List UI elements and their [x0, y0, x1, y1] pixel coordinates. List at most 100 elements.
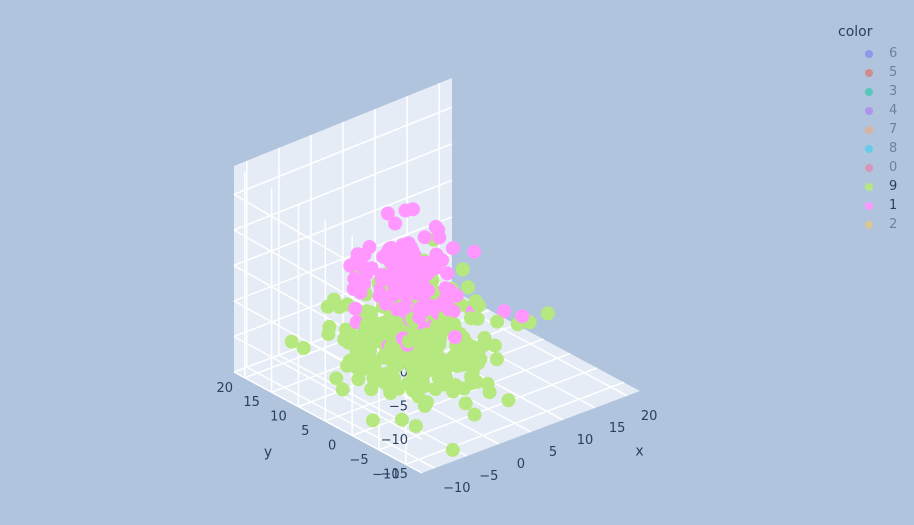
marker-series-9[interactable] — [383, 386, 398, 400]
marker-series-9[interactable] — [322, 319, 337, 334]
legend-marker-icon — [865, 144, 873, 153]
marker-series-1[interactable] — [467, 244, 482, 259]
x-tick-label: 5 — [549, 445, 557, 460]
marker-series-9[interactable] — [455, 262, 470, 277]
marker-series-9[interactable] — [394, 412, 409, 427]
scene[interactable]: −10−505101520−10−505101520−15−10−50510xy… — [216, 78, 657, 496]
marker-series-9[interactable] — [350, 345, 365, 360]
legend-item-6[interactable]: 6 — [838, 44, 908, 63]
marker-series-1[interactable] — [448, 330, 462, 345]
marker-series-1[interactable] — [357, 247, 372, 262]
marker-series-9[interactable] — [489, 352, 504, 367]
legend-item-3[interactable]: 3 — [838, 82, 908, 101]
marker-series-1[interactable] — [419, 255, 434, 270]
marker-series-9[interactable] — [351, 372, 366, 387]
marker-series-9[interactable] — [284, 334, 299, 349]
marker-series-1[interactable] — [440, 293, 455, 308]
marker-series-9[interactable] — [390, 358, 405, 373]
marker-series-9[interactable] — [469, 375, 484, 389]
marker-series-9[interactable] — [501, 393, 516, 408]
x-gridline-floor — [278, 354, 468, 457]
marker-series-9[interactable] — [430, 319, 445, 334]
legend-label: 9 — [889, 179, 898, 194]
marker-series-9[interactable] — [471, 298, 486, 313]
marker-series-9[interactable] — [490, 314, 505, 329]
marker-series-9[interactable] — [487, 338, 502, 353]
legend-item-9[interactable]: 9 — [838, 177, 908, 196]
marker-series-9[interactable] — [432, 337, 447, 352]
marker-series-1[interactable] — [445, 241, 460, 256]
legend-marker-icon — [865, 182, 873, 191]
marker-series-1[interactable] — [413, 284, 428, 299]
marker-series-1[interactable] — [430, 298, 445, 313]
marker-series-1[interactable] — [388, 216, 403, 231]
marker-series-1[interactable] — [431, 223, 446, 238]
marker-series-9[interactable] — [365, 413, 380, 428]
marker-series-1[interactable] — [395, 247, 410, 262]
marker-series-1[interactable] — [348, 301, 363, 316]
marker-series-9[interactable] — [417, 379, 432, 394]
marker-series-9[interactable] — [401, 334, 416, 349]
marker-series-9[interactable] — [461, 280, 475, 295]
marker-series-9[interactable] — [419, 327, 434, 342]
legend-label: 2 — [889, 217, 898, 232]
legend-item-0[interactable]: 0 — [838, 158, 908, 177]
legend-item-1[interactable]: 1 — [838, 196, 908, 215]
marker-series-9[interactable] — [364, 382, 379, 397]
marker-series-1[interactable] — [429, 247, 444, 262]
marker-series-1[interactable] — [353, 285, 368, 300]
marker-series-9[interactable] — [341, 332, 356, 347]
marker-series-9[interactable] — [349, 360, 364, 375]
legend-label: 3 — [889, 84, 898, 99]
marker-series-9[interactable] — [380, 347, 395, 362]
marker-series-9[interactable] — [420, 395, 434, 410]
marker-series-9[interactable] — [465, 339, 480, 354]
marker-series-1[interactable] — [378, 296, 393, 311]
marker-series-1[interactable] — [417, 230, 432, 245]
marker-series-9[interactable] — [461, 355, 476, 370]
marker-series-9[interactable] — [360, 316, 375, 331]
marker-series-9[interactable] — [365, 354, 380, 369]
marker-series-9[interactable] — [482, 385, 497, 400]
marker-series-9[interactable] — [296, 341, 311, 355]
marker-series-9[interactable] — [329, 371, 344, 386]
legend-label: 7 — [889, 122, 898, 137]
marker-series-1[interactable] — [412, 310, 427, 325]
marker-series-9[interactable] — [470, 311, 485, 326]
marker-series-9[interactable] — [448, 378, 463, 393]
legend: color 6 5 3 4 7 8 0 9 1 2 — [838, 24, 908, 234]
marker-series-1[interactable] — [515, 309, 530, 324]
marker-series-1[interactable] — [354, 258, 369, 273]
marker-series-1[interactable] — [398, 203, 413, 218]
legend-item-2[interactable]: 2 — [838, 215, 908, 234]
marker-series-9[interactable] — [438, 365, 453, 380]
legend-item-8[interactable]: 8 — [838, 139, 908, 158]
legend-marker-icon — [865, 125, 873, 134]
marker-series-9[interactable] — [335, 382, 350, 397]
z-tick-label: −15 — [381, 467, 408, 482]
marker-series-9[interactable] — [363, 343, 377, 358]
marker-series-1[interactable] — [380, 206, 395, 221]
legend-item-5[interactable]: 5 — [838, 63, 908, 82]
marker-series-9[interactable] — [420, 358, 435, 373]
marker-series-9[interactable] — [445, 442, 460, 457]
x-tick-label: 10 — [577, 433, 594, 448]
marker-series-1[interactable] — [497, 304, 511, 319]
legend-item-7[interactable]: 7 — [838, 120, 908, 139]
marker-series-9[interactable] — [540, 306, 555, 321]
marker-series-1[interactable] — [440, 266, 455, 281]
marker-series-1[interactable] — [392, 264, 407, 278]
marker-series-1[interactable] — [364, 261, 379, 276]
z-tick-label: 0 — [400, 366, 408, 381]
marker-series-9[interactable] — [408, 419, 423, 434]
marker-series-9[interactable] — [387, 371, 402, 386]
marker-series-9[interactable] — [458, 396, 473, 411]
x-gridline-floor — [246, 366, 436, 469]
marker-series-9[interactable] — [332, 300, 347, 314]
marker-series-9[interactable] — [371, 317, 386, 332]
marker-series-9[interactable] — [366, 371, 381, 386]
marker-series-9[interactable] — [467, 407, 482, 422]
marker-series-9[interactable] — [364, 305, 379, 320]
legend-item-4[interactable]: 4 — [838, 101, 908, 120]
